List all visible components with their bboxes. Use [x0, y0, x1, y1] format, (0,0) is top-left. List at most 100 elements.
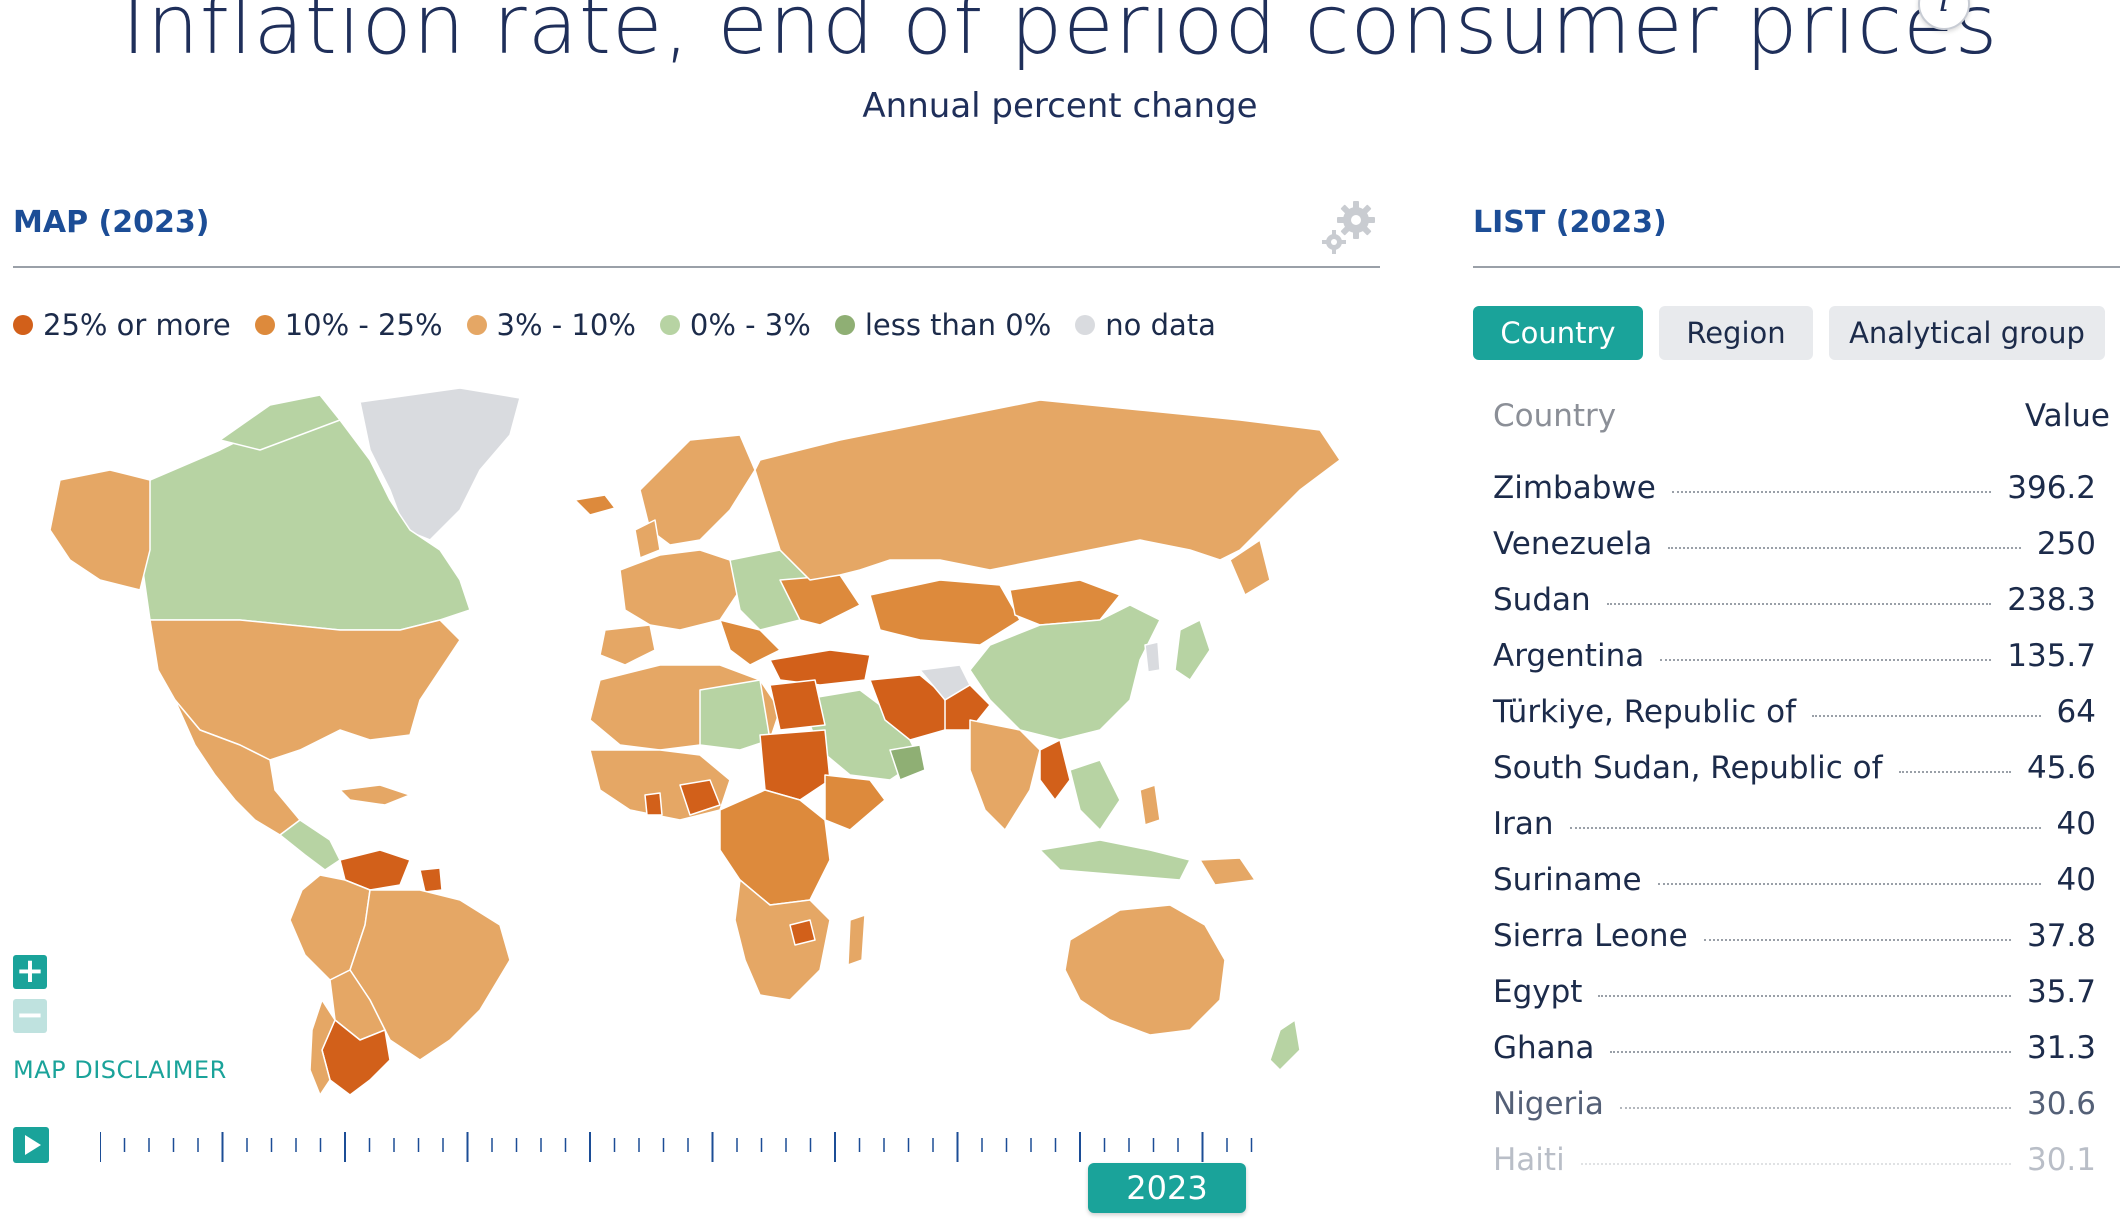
- legend-dot-icon: [659, 315, 680, 335]
- region-southeast-asia[interactable]: [1069, 759, 1121, 831]
- list-item[interactable]: Zimbabwe 396.2: [1493, 460, 2096, 516]
- list-item[interactable]: Argentina 135.7: [1493, 628, 2096, 684]
- region-uk[interactable]: [634, 519, 661, 559]
- legend-item-0-3[interactable]: 0% - 3%: [659, 308, 811, 342]
- region-scandinavia[interactable]: [639, 434, 756, 546]
- map-legend: 25% or more 10% - 25% 3% - 10% 0% - 3% l…: [13, 308, 1216, 342]
- region-libya[interactable]: [699, 679, 771, 751]
- list-item-country: Haiti: [1493, 1142, 1565, 1178]
- dotted-leader: [1598, 995, 2011, 997]
- dotted-leader: [1569, 827, 2041, 829]
- list-item[interactable]: Haiti 30.1: [1493, 1132, 2096, 1188]
- region-central-africa[interactable]: [719, 789, 831, 906]
- list-item-value: 45.6: [2026, 750, 2096, 786]
- region-madagascar[interactable]: [847, 914, 866, 966]
- region-ghana[interactable]: [644, 792, 663, 816]
- region-greenland[interactable]: [359, 387, 521, 541]
- list-item[interactable]: Sudan 238.3: [1493, 572, 2096, 628]
- region-myanmar[interactable]: [1039, 739, 1071, 801]
- region-chile[interactable]: [309, 999, 336, 1096]
- dotted-leader: [1606, 603, 1992, 605]
- tab-country[interactable]: Country: [1473, 306, 1643, 360]
- region-iceland[interactable]: [574, 494, 616, 516]
- tab-analytical-group[interactable]: Analytical group: [1829, 306, 2105, 360]
- region-zimbabwe[interactable]: [789, 919, 816, 946]
- list-item-value: 238.3: [2007, 582, 2096, 618]
- legend-dot-icon: [1075, 315, 1096, 335]
- list-tabs: Country Region Analytical group: [1473, 306, 2105, 360]
- page-subtitle: Annual percent change: [862, 86, 1258, 126]
- region-balkans[interactable]: [719, 619, 781, 666]
- list-item[interactable]: Nigeria 30.6: [1493, 1076, 2096, 1132]
- region-turkiye[interactable]: [769, 649, 871, 686]
- list-item-value: 35.7: [2026, 974, 2096, 1010]
- dotted-leader: [1671, 491, 1992, 493]
- column-header-value[interactable]: Value: [2024, 398, 2110, 434]
- region-indonesia[interactable]: [1039, 839, 1191, 881]
- map-disclaimer-link[interactable]: MAP DISCLAIMER: [13, 1056, 227, 1084]
- region-caribbean[interactable]: [339, 784, 411, 806]
- tab-region[interactable]: Region: [1659, 306, 1813, 360]
- region-india[interactable]: [969, 719, 1041, 831]
- legend-dot-icon: [254, 315, 275, 335]
- list-item[interactable]: Iran 40: [1493, 796, 2096, 852]
- list-item-value: 30.6: [2026, 1086, 2096, 1122]
- legend-item-10-25[interactable]: 10% - 25%: [254, 308, 443, 342]
- legend-dot-icon: [13, 315, 33, 335]
- year-timeline-slider[interactable]: [100, 1130, 1300, 1170]
- region-new-zealand[interactable]: [1269, 1019, 1301, 1071]
- list-item[interactable]: Ghana 31.3: [1493, 1020, 2096, 1076]
- legend-dot-icon: [834, 315, 855, 335]
- legend-item-no-data[interactable]: no data: [1075, 308, 1216, 342]
- region-kamchatka[interactable]: [1229, 539, 1271, 596]
- legend-item-25-plus[interactable]: 25% or more: [13, 308, 231, 342]
- dotted-leader: [1898, 771, 2011, 773]
- zoom-in-button[interactable]: +: [13, 954, 47, 989]
- gear-icon[interactable]: [1320, 198, 1380, 258]
- region-horn-of-africa[interactable]: [824, 774, 886, 831]
- region-russia[interactable]: [754, 399, 1341, 581]
- dotted-leader: [1668, 547, 2021, 549]
- list-item[interactable]: Türkiye, Republic of 64: [1493, 684, 2096, 740]
- list-item[interactable]: Venezuela 250: [1493, 516, 2096, 572]
- region-nigeria[interactable]: [679, 779, 721, 816]
- region-china[interactable]: [969, 604, 1161, 741]
- region-central-america[interactable]: [279, 819, 341, 871]
- region-japan[interactable]: [1174, 619, 1211, 681]
- list-item[interactable]: Egypt 35.7: [1493, 964, 2096, 1020]
- region-alaska[interactable]: [49, 469, 151, 591]
- region-philippines[interactable]: [1139, 784, 1161, 826]
- list-item-country: South Sudan, Republic of: [1493, 750, 1883, 786]
- list-item[interactable]: Sierra Leone 37.8: [1493, 908, 2096, 964]
- list-item-country: Nigeria: [1493, 1086, 1604, 1122]
- play-icon[interactable]: [13, 1127, 49, 1163]
- region-korea[interactable]: [1144, 641, 1161, 673]
- legend-item-3-10[interactable]: 3% - 10%: [466, 308, 636, 342]
- region-papua[interactable]: [1199, 857, 1256, 886]
- dotted-leader: [1703, 939, 2011, 941]
- region-oman[interactable]: [889, 744, 926, 781]
- region-sudan[interactable]: [759, 729, 831, 801]
- list-item-value: 31.3: [2026, 1030, 2096, 1066]
- region-egypt[interactable]: [769, 679, 826, 731]
- timeline-year-handle[interactable]: 2023: [1088, 1163, 1246, 1213]
- region-suriname[interactable]: [419, 867, 443, 893]
- list-section-divider: [1473, 266, 2120, 268]
- country-list[interactable]: Zimbabwe 396.2 Venezuela 250 Sudan 238.3 Ar…: [1493, 460, 2096, 1188]
- legend-item-below-0[interactable]: less than 0%: [834, 308, 1051, 342]
- region-southern-africa[interactable]: [734, 879, 831, 1001]
- list-item-value: 40: [2056, 806, 2096, 842]
- list-item[interactable]: South Sudan, Republic of 45.6: [1493, 740, 2096, 796]
- list-item[interactable]: Suriname 40: [1493, 852, 2096, 908]
- region-arctic-islands[interactable]: [219, 394, 341, 451]
- region-pakistan[interactable]: [944, 684, 991, 731]
- world-map[interactable]: [40, 380, 1360, 1100]
- region-kazakhstan[interactable]: [869, 579, 1021, 646]
- region-western-europe[interactable]: [619, 549, 741, 631]
- list-item-country: Sudan: [1493, 582, 1591, 618]
- region-iberia[interactable]: [599, 624, 656, 666]
- zoom-out-button[interactable]: −: [13, 998, 47, 1033]
- region-australia[interactable]: [1064, 904, 1226, 1036]
- column-header-country[interactable]: Country: [1493, 398, 1617, 434]
- dotted-leader: [1619, 1107, 2011, 1109]
